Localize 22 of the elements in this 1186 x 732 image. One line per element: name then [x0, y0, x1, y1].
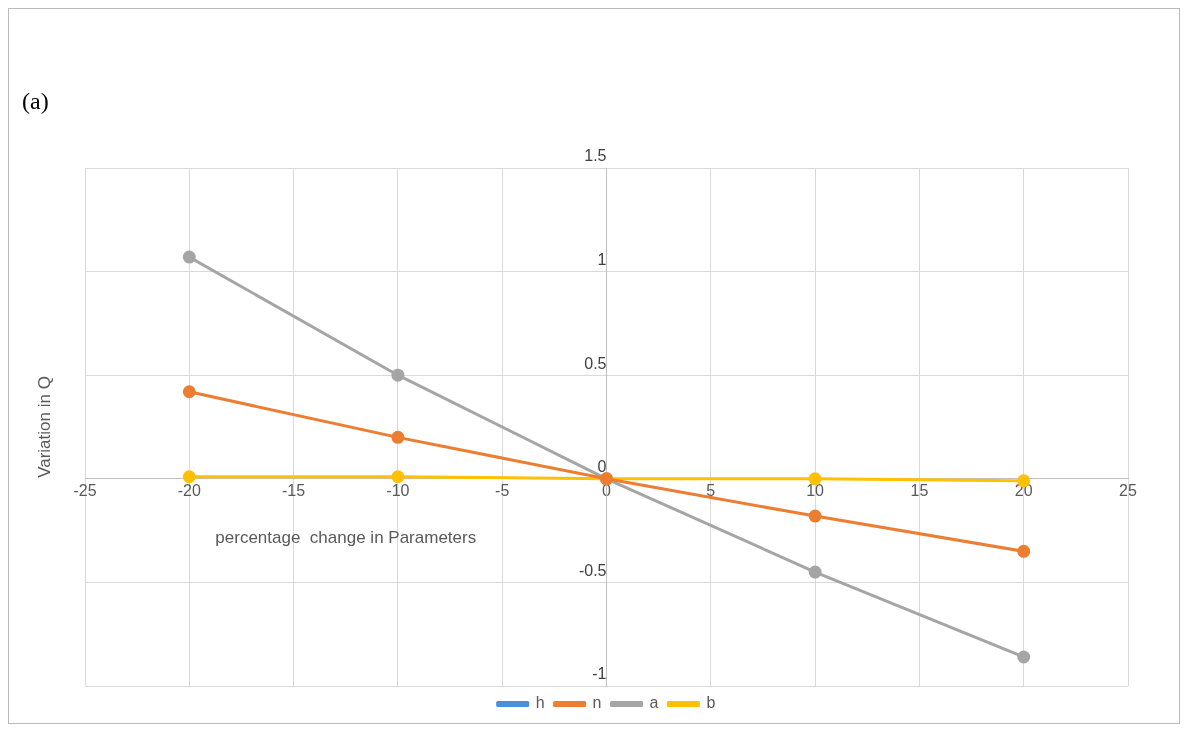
legend-label: b	[706, 694, 716, 712]
y-tick-label: -0.5	[578, 561, 607, 579]
legend-label: a	[649, 694, 659, 712]
x-tick-label: 5	[706, 481, 716, 499]
x-tick-label: -10	[386, 481, 410, 499]
x-tick-label: -15	[282, 481, 306, 499]
y-tick-label: 0	[597, 458, 607, 476]
x-axis-title: percentage change in Parameters	[215, 528, 477, 548]
x-tick-label: 25	[1119, 481, 1137, 499]
y-axis-title: Variation in Q	[34, 376, 54, 478]
y-tick-label: 0.5	[584, 354, 607, 372]
x-tick-label: -5	[495, 481, 510, 499]
y-tick-label: 1	[597, 251, 607, 269]
x-tick-label: 15	[910, 481, 929, 499]
y-tick-label: 1.5	[584, 147, 607, 165]
legend-label: n	[592, 694, 602, 712]
x-tick-label: -20	[177, 481, 201, 499]
y-tick-label: -1	[592, 665, 607, 683]
legend-label: h	[535, 694, 545, 712]
x-tick-label: -25	[73, 481, 97, 499]
text: (a)	[22, 88, 49, 115]
x-tick-label: 10	[806, 481, 825, 499]
